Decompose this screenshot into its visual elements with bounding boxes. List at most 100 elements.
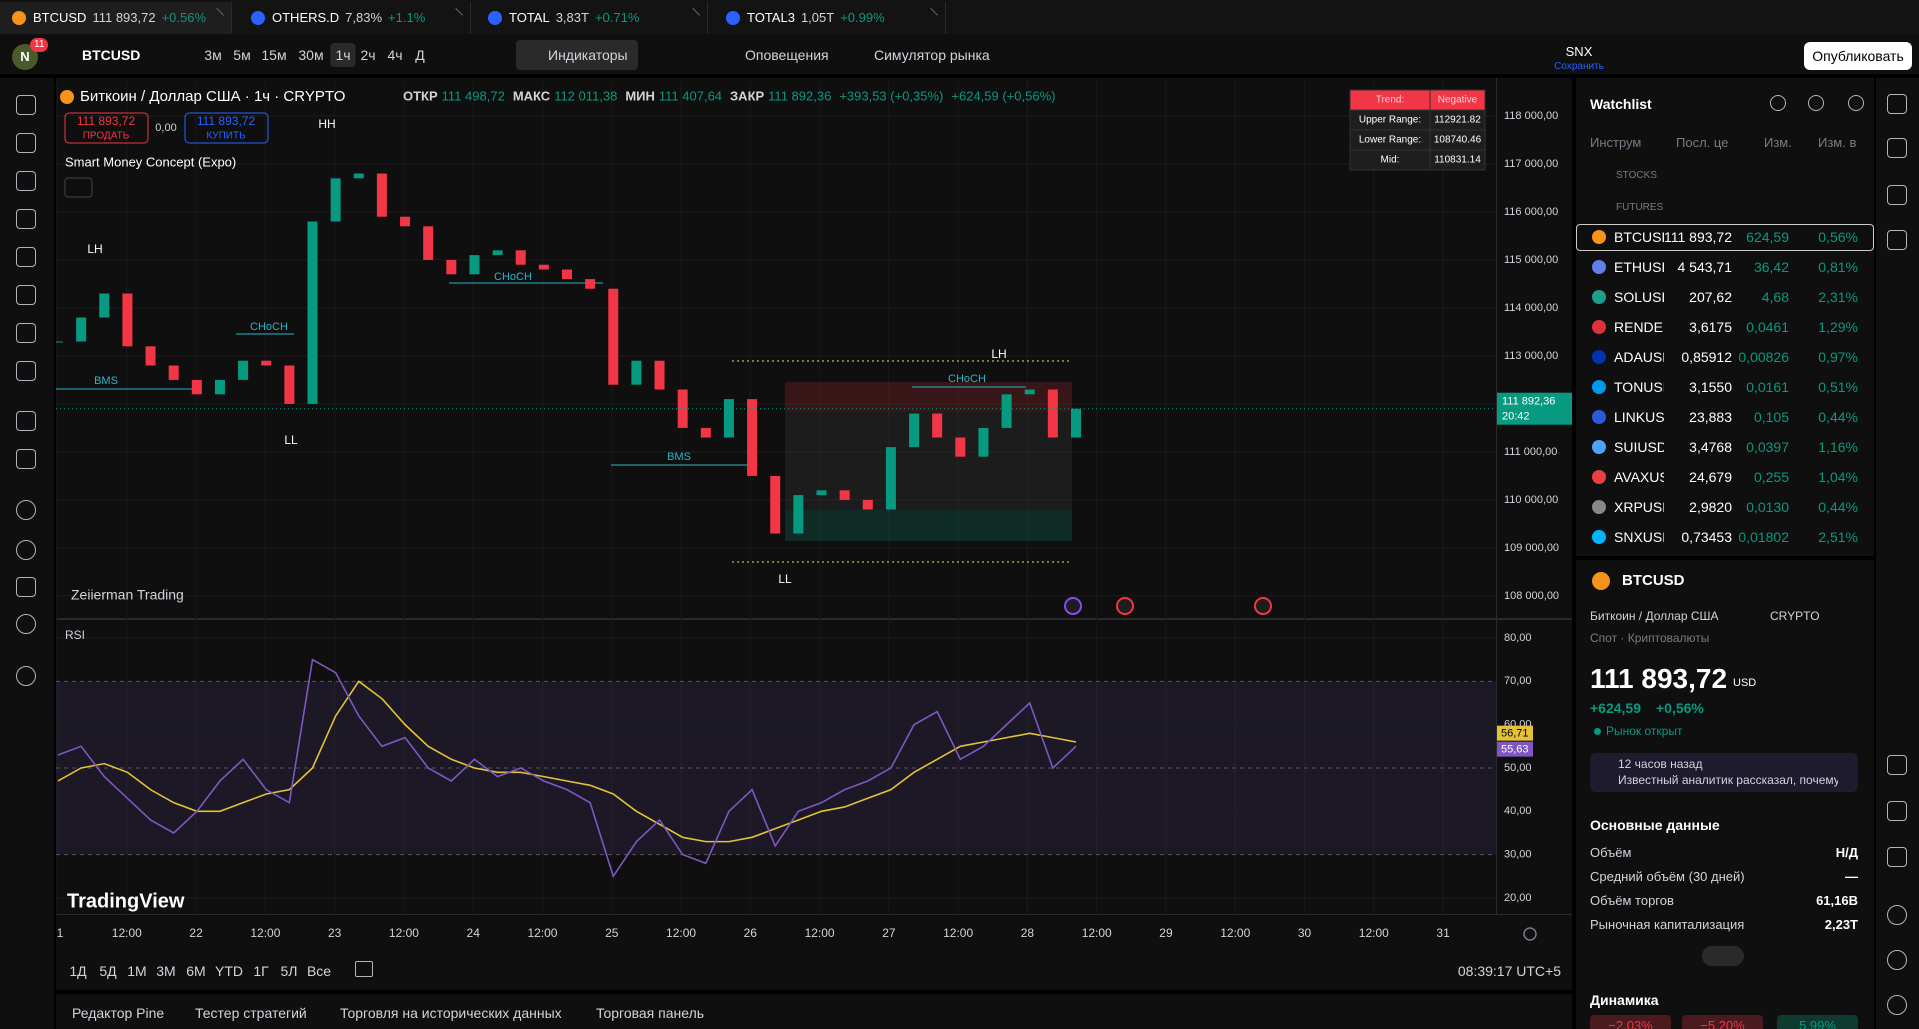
candle — [1071, 408, 1081, 438]
row-symbol[interactable]: AVAXUSD — [1614, 469, 1664, 485]
sidebar-icon[interactable] — [1887, 847, 1907, 867]
replay-button[interactable]: Симулятор рынка — [874, 47, 990, 63]
more-button[interactable] — [1702, 946, 1744, 966]
ohlc-value: 111 407,64 — [659, 88, 722, 103]
range-button[interactable]: 1Д — [69, 963, 87, 979]
panel-icon[interactable] — [1848, 95, 1864, 111]
interval-button[interactable]: 30м — [298, 47, 324, 63]
candle — [885, 447, 896, 510]
calendar-button[interactable] — [355, 961, 373, 977]
interval-button[interactable]: 15м — [261, 47, 287, 63]
save-button[interactable]: Сохранить — [1554, 61, 1604, 72]
row-symbol[interactable]: RENDER — [1614, 319, 1664, 335]
sidebar-icon[interactable] — [1887, 94, 1907, 114]
row-price: 4 543,71 — [1677, 259, 1733, 275]
candle — [862, 499, 873, 510]
bottom-tab[interactable]: Торговая панель — [596, 1005, 705, 1021]
indicators-button[interactable]: Индикаторы — [516, 40, 638, 70]
publish-button[interactable]: Опубликовать — [1804, 42, 1912, 70]
tab-icon — [251, 11, 265, 25]
interval-button[interactable]: 3м — [204, 47, 222, 63]
tool-icon[interactable] — [16, 133, 36, 153]
range-button[interactable]: 5Л — [280, 963, 298, 979]
interval-button[interactable]: 4ч — [387, 47, 403, 63]
y2-tick-label: 20,00 — [1504, 892, 1532, 904]
table-text: Mid: — [1381, 155, 1400, 166]
candle — [76, 317, 87, 342]
candle — [562, 269, 572, 280]
structure-label: BMS — [94, 375, 118, 387]
row-symbol[interactable]: ETHUSD — [1614, 259, 1664, 275]
x-tick-label: 25 — [605, 926, 619, 940]
section-header[interactable]: STOCKS — [1616, 170, 1657, 181]
sidebar-icon[interactable] — [1887, 755, 1907, 775]
range-button[interactable]: 3М — [156, 963, 176, 979]
tool-icon[interactable] — [16, 500, 36, 520]
range-button[interactable]: YTD — [215, 963, 243, 979]
tool-icon[interactable] — [16, 361, 36, 381]
interval-button[interactable]: 1ч — [330, 43, 356, 67]
bottom-tab[interactable]: Тестер стратегий — [195, 1005, 307, 1021]
row-change-pct: 0,97% — [1818, 349, 1858, 365]
tool-icon[interactable] — [16, 247, 36, 267]
range-button[interactable]: 1М — [127, 963, 147, 979]
tab[interactable] — [239, 2, 471, 34]
range-button[interactable]: 1Г — [253, 963, 269, 979]
row-symbol[interactable]: SUIUSD — [1614, 439, 1664, 455]
tab[interactable] — [476, 2, 708, 34]
sidebar-icon[interactable] — [1887, 185, 1907, 205]
range-button[interactable]: 6М — [186, 963, 206, 979]
tool-icon[interactable] — [16, 577, 36, 597]
symbol-icon — [1592, 350, 1606, 364]
sidebar-icon[interactable] — [1887, 138, 1907, 158]
tool-icon[interactable] — [16, 323, 36, 343]
row-symbol[interactable]: XRPUSD — [1614, 499, 1664, 515]
bottom-tab[interactable]: Редактор Pine — [72, 1005, 165, 1021]
sidebar-icon[interactable] — [1887, 950, 1907, 970]
row-symbol[interactable]: SOLUSD — [1614, 289, 1664, 305]
tab[interactable] — [714, 2, 946, 34]
tool-icon[interactable] — [16, 666, 36, 686]
candle — [469, 255, 480, 275]
tool-icon[interactable] — [16, 171, 36, 191]
sidebar-icon[interactable] — [1887, 905, 1907, 925]
tool-icon[interactable] — [16, 209, 36, 229]
interval-button[interactable]: Д — [415, 47, 425, 63]
settings-icon — [1523, 927, 1537, 941]
symbol-search[interactable]: BTCUSD — [82, 47, 141, 63]
watchlist-title[interactable]: Watchlist — [1590, 96, 1652, 112]
panel-icon[interactable] — [1808, 95, 1824, 111]
row-price: 23,883 — [1689, 409, 1732, 425]
row-symbol[interactable]: TONUSD — [1614, 379, 1664, 395]
key-data-title: Основные данные — [1590, 817, 1720, 833]
row-price: 111 893,72 — [1664, 229, 1732, 245]
tab[interactable] — [0, 2, 232, 34]
tool-icon[interactable] — [16, 540, 36, 560]
news-card[interactable] — [1590, 753, 1858, 792]
tool-icon[interactable] — [16, 95, 36, 115]
section-header[interactable]: FUTURES — [1616, 202, 1664, 213]
sidebar-icon[interactable] — [1887, 230, 1907, 250]
tool-icon[interactable] — [16, 285, 36, 305]
range-button[interactable]: Все — [306, 963, 332, 979]
news-time: 12 часов назад — [1618, 757, 1703, 771]
row-symbol[interactable]: SNXUSD — [1614, 529, 1664, 545]
range-button[interactable]: 5Д — [99, 963, 117, 979]
sidebar-icon[interactable] — [1887, 801, 1907, 821]
row-symbol[interactable]: ADAUSD — [1614, 349, 1664, 365]
x-tick-label: 12:00 — [112, 926, 142, 940]
layout-name[interactable]: SNX — [1565, 44, 1593, 59]
interval-button[interactable]: 2ч — [360, 47, 376, 63]
row-symbol[interactable]: LINKUSD — [1614, 409, 1664, 425]
row-symbol[interactable]: BTCUSD — [1614, 229, 1664, 245]
sidebar-icon[interactable] — [1887, 995, 1907, 1015]
bottom-tab[interactable]: Торговля на исторических данных — [340, 1005, 562, 1021]
tool-icon[interactable] — [16, 614, 36, 634]
tool-icon[interactable] — [16, 411, 36, 431]
panel-icon[interactable] — [1770, 95, 1786, 111]
tool-icon[interactable] — [16, 449, 36, 469]
price-axis-border — [1496, 78, 1497, 914]
ohlc-label: ОТКР — [403, 88, 438, 103]
alerts-button[interactable]: Оповещения — [745, 47, 829, 63]
interval-button[interactable]: 5м — [233, 47, 251, 63]
